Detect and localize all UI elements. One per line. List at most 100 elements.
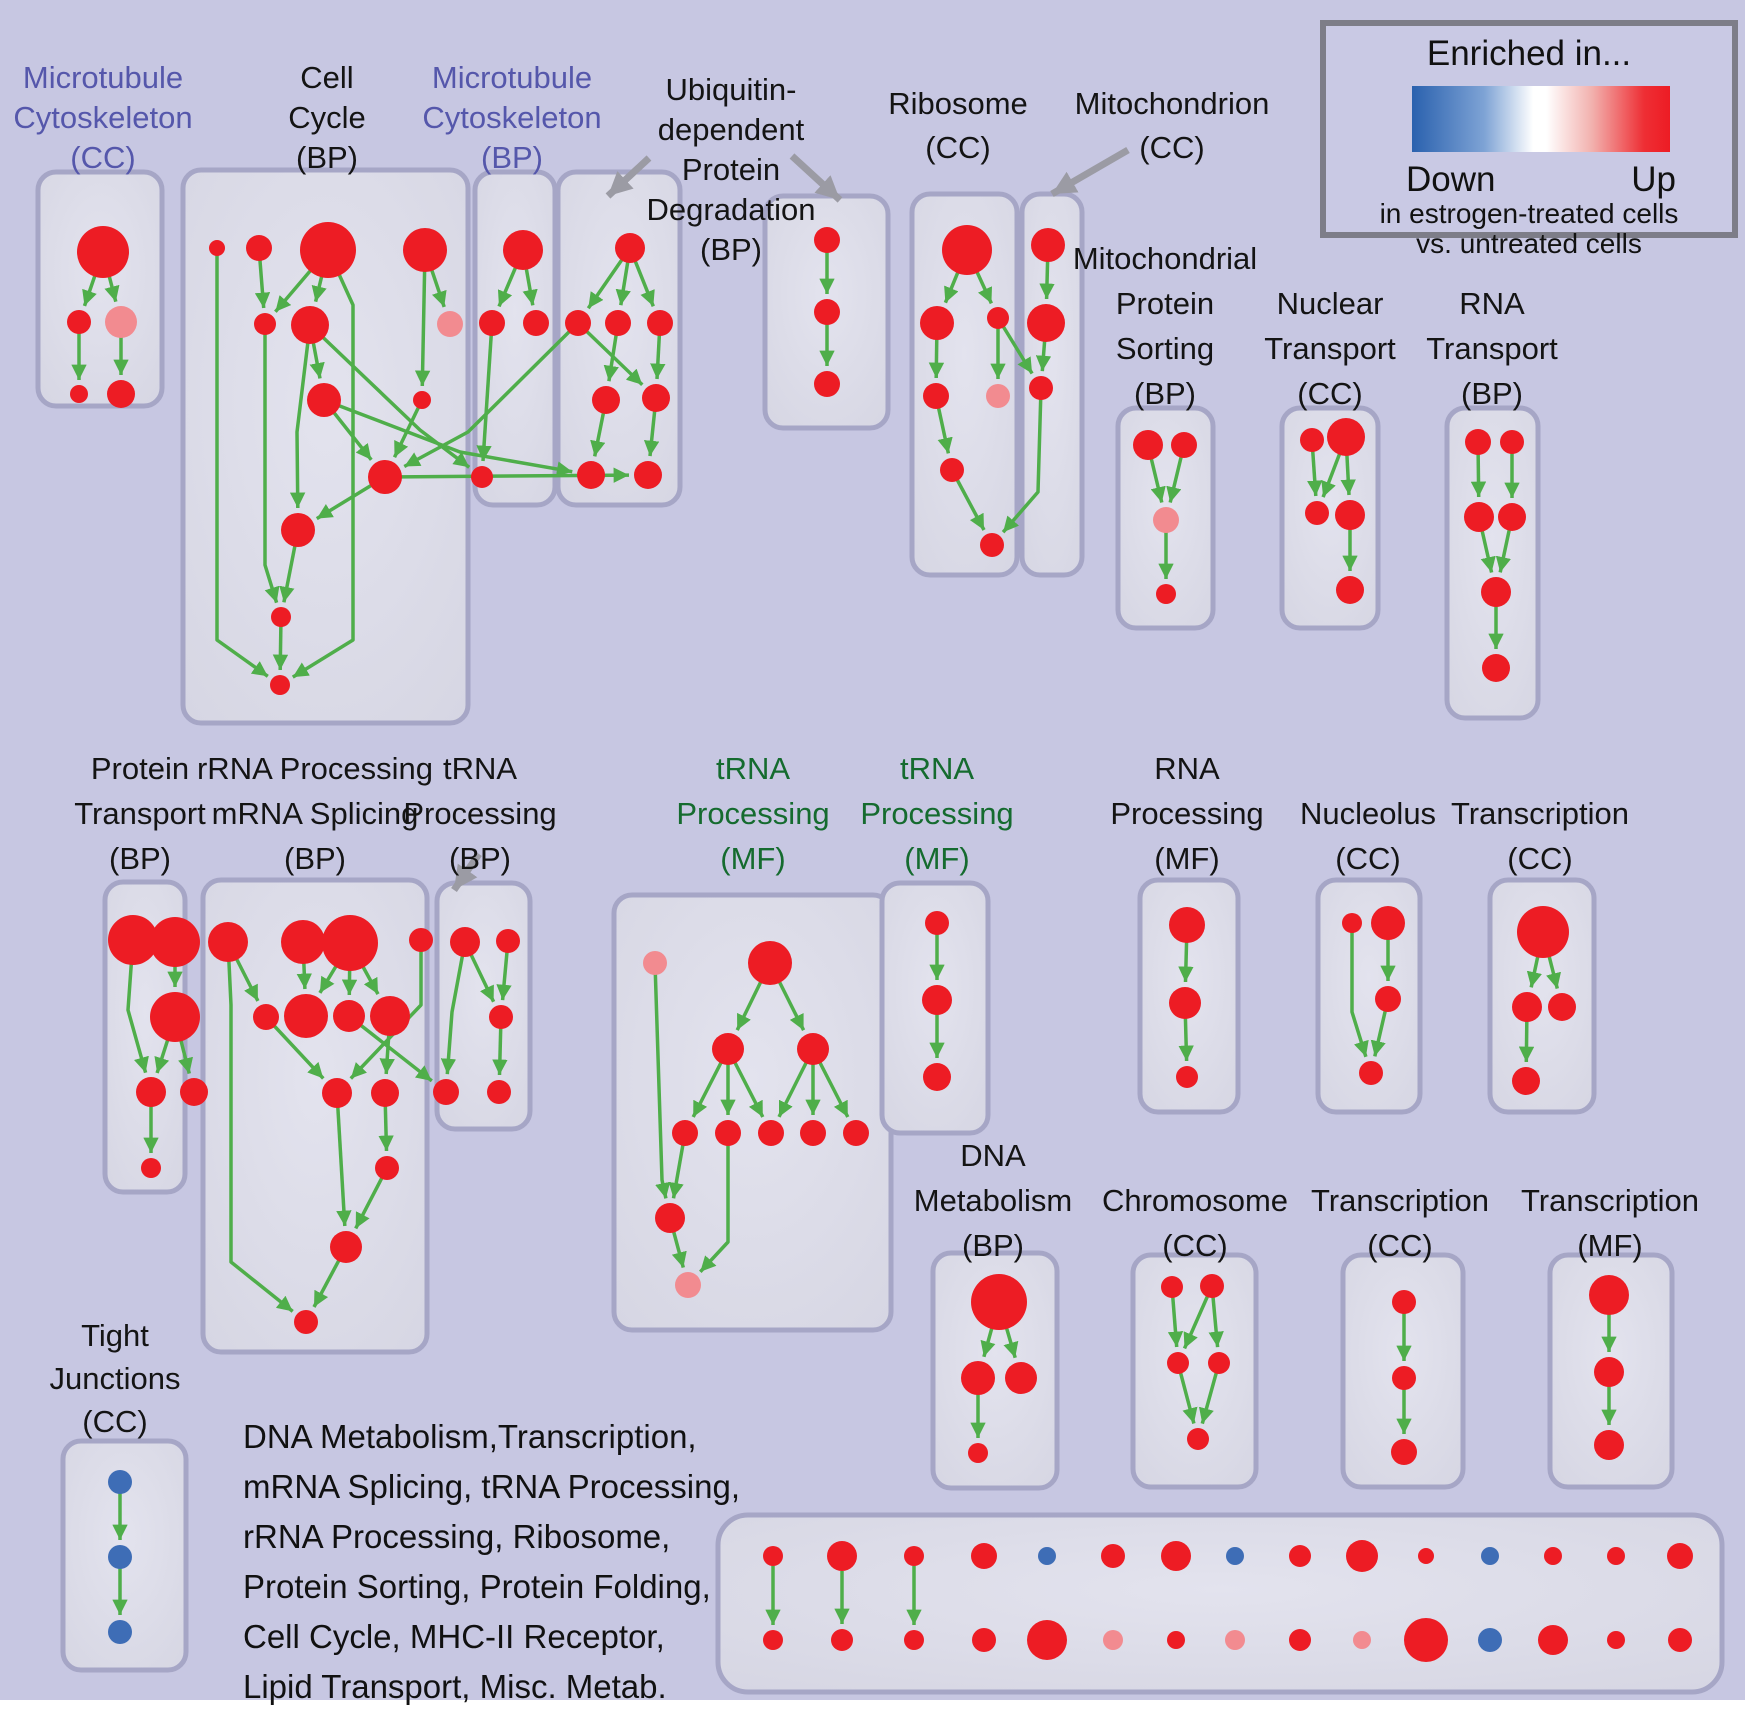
go-term-node — [904, 1546, 924, 1566]
go-term-node — [1482, 654, 1510, 682]
go-term-node — [763, 1546, 783, 1566]
go-term-node — [307, 383, 341, 417]
cluster-label-line: (CC) — [82, 1403, 148, 1439]
cluster-label-line: (MF) — [1154, 840, 1220, 876]
cluster-label-line: Metabolism — [913, 1182, 1073, 1218]
cluster-label-mitochondrion-cc: Mitochondrion (CC) — [1075, 82, 1270, 170]
go-term-node — [642, 384, 670, 412]
go-term-node — [1171, 432, 1197, 458]
go-term-node — [107, 380, 135, 408]
go-term-node — [1481, 1547, 1499, 1565]
go-term-node — [1027, 1620, 1067, 1660]
cluster-label-transcription-cc-a: Transcription (CC) — [1451, 791, 1629, 881]
go-term-node — [986, 384, 1010, 408]
cluster-label-microtubule-cc: Microtubule Cytoskeleton (CC) — [13, 58, 192, 178]
go-term-node — [980, 533, 1004, 557]
go-term-node — [748, 941, 792, 985]
go-term-node — [577, 461, 605, 489]
go-term-node — [136, 1077, 166, 1107]
cluster-label-chromosome-cc: Chromosome (CC) — [1102, 1178, 1288, 1268]
cluster-label-tight-junctions: Tight Junctions (CC) — [50, 1314, 181, 1443]
edge-arrow — [1350, 923, 1369, 1058]
go-term-node — [77, 226, 129, 278]
go-term-node — [1300, 428, 1324, 452]
go-term-node — [253, 1004, 279, 1030]
cluster-boxes-layer — [35, 167, 1725, 1695]
cluster-label-mito-protein-sorting: Mitochondrial Protein Sorting (BP) — [1073, 236, 1257, 416]
legend-subtitle-2: vs. untreated cells — [1416, 228, 1642, 259]
cluster-label-line: RNA — [1459, 285, 1525, 321]
edge-arrow — [264, 1015, 325, 1080]
go-term-node — [1548, 993, 1576, 1021]
go-term-node — [413, 391, 431, 409]
cluster-label-line: dependent — [657, 112, 805, 147]
go-term-node — [565, 310, 591, 336]
go-term-node — [1027, 304, 1065, 342]
go-term-node — [487, 1080, 511, 1104]
cluster-label-line: (BP) — [284, 840, 346, 876]
go-term-node — [108, 1620, 132, 1644]
legend-up-label: Up — [1631, 160, 1676, 199]
go-term-node — [1133, 430, 1163, 460]
cluster-label-line: Cell — [300, 60, 354, 95]
go-term-node — [1156, 584, 1176, 604]
go-term-node — [1353, 1631, 1371, 1649]
go-term-node — [675, 1272, 701, 1298]
cluster-label-line: Degradation — [646, 192, 816, 227]
go-term-node — [634, 461, 662, 489]
go-term-node — [523, 310, 549, 336]
cluster-label-line: tRNA — [442, 750, 518, 786]
go-term-node — [70, 385, 88, 403]
go-term-node — [1161, 1276, 1183, 1298]
go-term-node — [300, 222, 356, 278]
edge-arrow — [335, 1092, 352, 1227]
edge-arrow — [414, 249, 431, 387]
cluster-label-line: Processing — [403, 795, 557, 831]
go-term-node — [972, 1628, 996, 1652]
cluster-label-nuclear-transport: Nuclear Transport (CC) — [1264, 281, 1396, 416]
go-term-node — [284, 994, 328, 1038]
go-term-node — [647, 310, 673, 336]
cluster-label-microtubule-bp: Microtubule Cytoskeleton (BP) — [422, 58, 601, 178]
go-term-node — [1418, 1548, 1434, 1564]
go-term-node — [1176, 1066, 1198, 1088]
cluster-label-line: Nucleolus — [1299, 795, 1437, 831]
go-term-node — [209, 240, 225, 256]
cluster-label-line: (BP) — [700, 232, 762, 267]
go-term-node — [489, 1005, 513, 1029]
edge-arrow — [263, 324, 280, 604]
cluster-label-line: Cycle — [288, 100, 366, 135]
note-line: Cell Cycle, MHC-II Receptor, — [243, 1618, 665, 1655]
go-term-node — [270, 675, 290, 695]
go-term-node — [1391, 1439, 1417, 1465]
edge-arrow — [576, 321, 644, 387]
go-term-node — [433, 1079, 459, 1105]
go-term-node — [1101, 1544, 1125, 1568]
go-term-node — [150, 992, 200, 1042]
cluster-label-trna-mf-large: tRNA Processing (MF) — [676, 746, 829, 881]
go-term-node — [1594, 1430, 1624, 1460]
go-term-node — [1512, 1067, 1540, 1095]
cluster-label-line: (CC) — [1297, 375, 1363, 411]
go-term-node — [1607, 1631, 1625, 1649]
go-term-node — [1500, 430, 1524, 454]
go-term-node — [800, 1120, 826, 1146]
go-term-node — [940, 458, 964, 482]
go-term-node — [968, 1443, 988, 1463]
go-term-node — [471, 466, 493, 488]
go-term-node — [814, 371, 840, 397]
cluster-box-rrna-mrna — [200, 877, 430, 1355]
go-term-node — [1225, 1630, 1245, 1650]
go-term-node — [904, 1630, 924, 1650]
go-term-node — [1465, 429, 1491, 455]
go-term-node — [246, 235, 272, 261]
go-term-node — [1208, 1352, 1230, 1374]
go-term-node — [375, 1156, 399, 1180]
go-term-node — [322, 1078, 352, 1108]
go-term-node — [1103, 1630, 1123, 1650]
legend: Enriched in... Down Up in estrogen-treat… — [1320, 20, 1738, 259]
cluster-label-rna-transport: RNA Transport (BP) — [1426, 281, 1558, 416]
go-term-node — [715, 1120, 741, 1146]
go-term-node — [672, 1120, 698, 1146]
note-line: DNA Metabolism,Transcription, — [243, 1418, 697, 1455]
